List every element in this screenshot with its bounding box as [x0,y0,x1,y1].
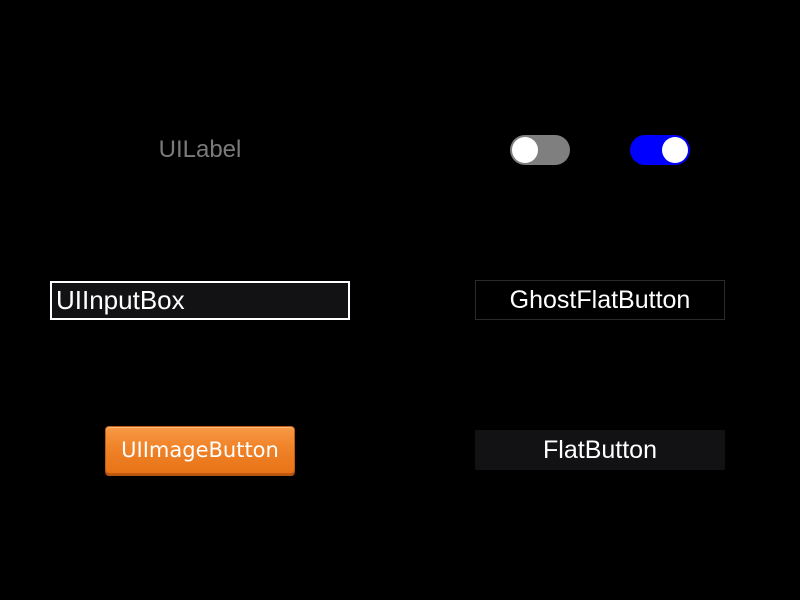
ui-input-box[interactable] [50,281,350,320]
ui-label: UILabel [158,136,242,163]
flat-button[interactable]: FlatButton [475,430,725,470]
ui-image-button[interactable]: UIImageButton [105,426,295,474]
toggle-switch-on[interactable] [630,135,690,165]
toggle-switch-off[interactable] [510,135,570,165]
toggle-knob [512,137,538,163]
ghost-flat-button[interactable]: GhostFlatButton [475,280,725,320]
toggle-knob [662,137,688,163]
